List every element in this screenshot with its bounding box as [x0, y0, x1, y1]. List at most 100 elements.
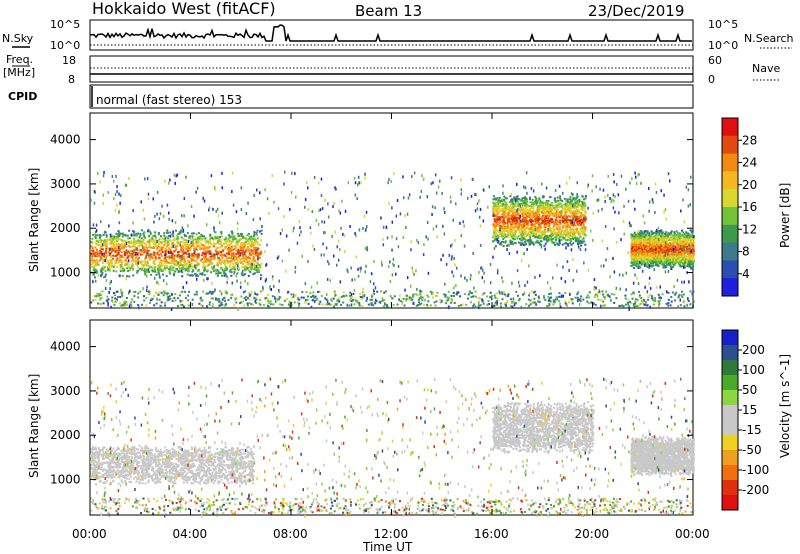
echo-cell	[545, 205, 547, 207]
echo-cell	[107, 268, 110, 271]
echo-cell	[583, 213, 586, 216]
echo-cell	[499, 204, 502, 207]
echo-cell	[186, 256, 188, 259]
echo-cell	[511, 200, 513, 203]
echo-cell	[225, 242, 227, 245]
echo-cell	[559, 197, 562, 200]
echo-cell	[138, 236, 141, 239]
echo-cell	[578, 221, 581, 224]
echo-cell	[242, 242, 245, 245]
echo-cell	[576, 196, 579, 199]
echo-cell	[105, 235, 108, 238]
echo-cell	[256, 241, 259, 244]
echo-cell	[251, 240, 254, 243]
echo-cell	[252, 258, 255, 261]
echo-cell	[137, 266, 139, 269]
echo-cell	[142, 232, 145, 235]
echo-cell	[157, 239, 160, 242]
echo-cell	[543, 244, 546, 247]
echo-cell	[512, 199, 515, 202]
echo-cell	[563, 231, 566, 234]
echo-cell	[260, 232, 263, 235]
echo-cell	[164, 265, 167, 268]
echo-cell	[221, 245, 223, 247]
echo-cell	[120, 255, 123, 258]
echo-cell	[584, 218, 587, 221]
echo-cell	[224, 268, 227, 271]
echo-cell	[210, 258, 213, 261]
echo-cell	[96, 255, 99, 258]
echo-cell	[554, 219, 557, 222]
echo-cell	[217, 259, 220, 262]
echo-cell	[163, 244, 166, 247]
echo-cell	[555, 216, 558, 219]
echo-cell	[499, 224, 502, 227]
echo-cell	[245, 265, 248, 268]
echo-cell	[190, 267, 193, 270]
echo-cell	[254, 238, 257, 241]
echo-cell	[101, 271, 104, 274]
echo-cell	[193, 263, 196, 266]
echo-cell	[523, 201, 526, 204]
echo-cell	[529, 239, 532, 241]
echo-cell	[157, 263, 160, 266]
echo-cell	[177, 251, 179, 254]
echo-cell	[127, 270, 130, 272]
echo-cell	[496, 209, 499, 212]
echo-cell	[151, 237, 154, 240]
echo-cell	[531, 229, 534, 232]
echo-cell	[206, 240, 209, 243]
echo-cell	[228, 236, 231, 239]
echo-cell	[95, 239, 98, 242]
echo-cell	[245, 241, 247, 244]
echo-cell	[220, 231, 223, 233]
echo-cell	[93, 252, 96, 255]
echo-cell	[116, 248, 119, 251]
echo-cell	[220, 262, 222, 265]
echo-cell	[510, 207, 513, 209]
echo-cell	[513, 229, 516, 232]
echo-cell	[151, 247, 154, 249]
echo-cell	[152, 261, 155, 264]
echo-cell	[258, 256, 261, 259]
echo-cell	[202, 235, 205, 238]
echo-cell	[537, 218, 540, 221]
echo-cell	[567, 209, 570, 212]
echo-cell	[131, 264, 134, 267]
echo-cell	[533, 215, 536, 218]
echo-cell	[188, 260, 191, 263]
echo-cell	[164, 268, 167, 271]
echo-cell	[569, 198, 572, 201]
echo-cell	[551, 234, 554, 237]
echo-cell	[128, 241, 130, 244]
echo-cell	[171, 254, 173, 257]
echo-cell	[522, 208, 525, 211]
echo-cell	[201, 273, 204, 276]
echo-cell	[161, 247, 164, 250]
echo-cell	[177, 266, 180, 269]
echo-cell	[191, 235, 194, 238]
echo-cell	[130, 245, 133, 248]
echo-cell	[236, 259, 239, 262]
echo-cell	[223, 253, 226, 256]
echo-cell	[90, 263, 93, 266]
echo-cell	[199, 246, 202, 249]
echo-cell	[201, 238, 204, 241]
echo-cell	[242, 252, 245, 255]
echo-cell	[219, 254, 222, 257]
echo-cell	[102, 255, 105, 258]
echo-cell	[513, 232, 516, 235]
echo-cell	[131, 252, 134, 255]
echo-cell	[251, 242, 253, 244]
echo-cell	[188, 264, 191, 267]
echo-cell	[110, 260, 113, 263]
echo-cell	[135, 252, 138, 255]
echo-cell	[166, 229, 169, 232]
echo-cell	[579, 223, 582, 226]
echo-cell	[222, 249, 224, 252]
echo-cell	[246, 246, 249, 249]
echo-cell	[510, 220, 513, 223]
echo-cell	[182, 253, 185, 256]
echo-cell	[127, 265, 130, 268]
echo-cell	[174, 246, 177, 248]
